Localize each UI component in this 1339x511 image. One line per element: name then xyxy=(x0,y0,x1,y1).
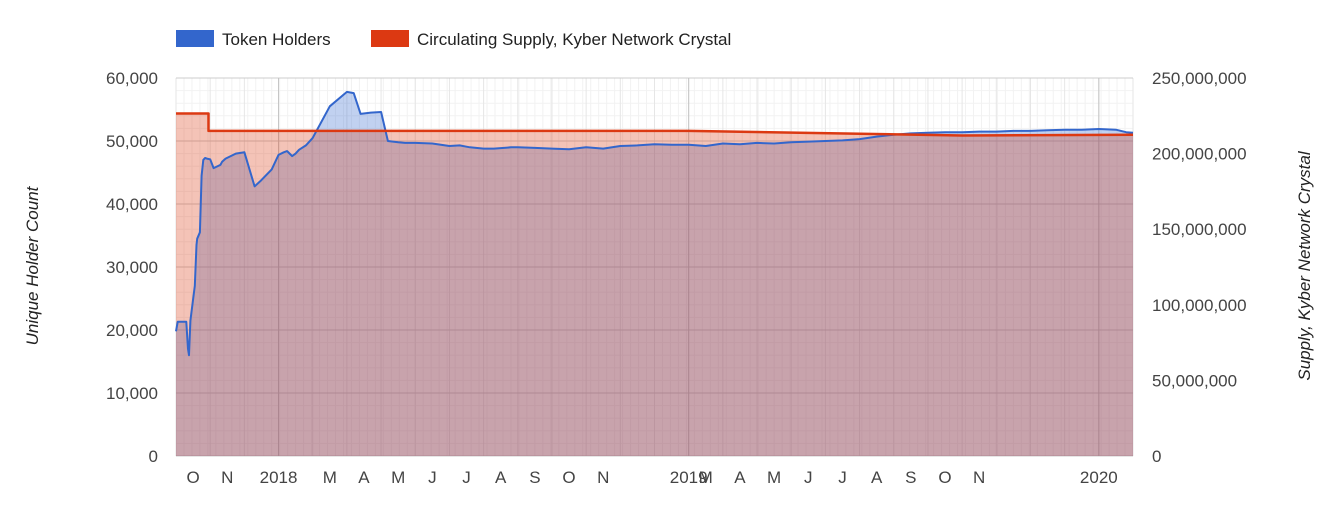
right-tick-label: 0 xyxy=(1152,447,1161,466)
left-tick-label: 0 xyxy=(149,447,158,466)
right-tick-label: 100,000,000 xyxy=(1152,296,1247,315)
x-tick-label: A xyxy=(871,468,883,487)
circulating-supply-line xyxy=(176,112,1134,137)
left-tick-label: 60,000 xyxy=(106,69,158,88)
x-tick-label: O xyxy=(938,468,951,487)
x-tick-label: S xyxy=(529,468,540,487)
left-tick-label: 20,000 xyxy=(106,321,158,340)
token-holders-area xyxy=(176,91,1133,457)
x-tick-label: 2018 xyxy=(260,468,298,487)
x-tick-label: 2019 xyxy=(670,468,708,487)
legend-label-circulating-supply: Circulating Supply, Kyber Network Crysta… xyxy=(417,30,731,49)
x-tick-label: M xyxy=(323,468,337,487)
left-tick-label: 50,000 xyxy=(106,132,158,151)
x-tick-label: A xyxy=(358,468,370,487)
left-tick-label: 40,000 xyxy=(106,195,158,214)
x-tick-label: 2020 xyxy=(1080,468,1118,487)
series-lines xyxy=(175,90,1134,357)
right-tick-label: 200,000,000 xyxy=(1152,145,1247,164)
x-tick-label: N xyxy=(973,468,985,487)
right-axis-title: Supply, Kyber Network Crystal xyxy=(1295,150,1314,380)
gridlines xyxy=(175,77,1134,457)
legend[interactable]: Token Holders Circulating Supply, Kyber N… xyxy=(176,30,731,49)
x-tick-label: O xyxy=(186,468,199,487)
legend-swatch-circulating-supply xyxy=(371,30,409,47)
x-tick-label: O xyxy=(562,468,575,487)
left-tick-label: 10,000 xyxy=(106,384,158,403)
right-tick-label: 150,000,000 xyxy=(1152,220,1247,239)
x-tick-label: J xyxy=(428,468,437,487)
x-tick-label: A xyxy=(495,468,507,487)
axes: 0 10,000 20,000 30,000 40,000 50,000 60,000 0 50… xyxy=(106,69,1247,487)
x-tick-label: J xyxy=(462,468,471,487)
left-axis-title: Unique Holder Count xyxy=(23,185,42,345)
x-tick-label: N xyxy=(597,468,609,487)
x-tick-label: M xyxy=(699,468,713,487)
right-tick-label: 50,000,000 xyxy=(1152,371,1237,390)
x-tick-label: A xyxy=(734,468,746,487)
circulating-supply-area xyxy=(176,113,1133,456)
left-tick-label: 30,000 xyxy=(106,258,158,277)
x-tick-label: J xyxy=(804,468,813,487)
right-tick-label: 250,000,000 xyxy=(1152,69,1247,88)
legend-swatch-token-holders xyxy=(176,30,214,47)
x-tick-label: N xyxy=(221,468,233,487)
x-tick-label: S xyxy=(905,468,916,487)
legend-label-token-holders: Token Holders xyxy=(222,30,331,49)
x-tick-label: M xyxy=(767,468,781,487)
series-areas xyxy=(176,91,1133,457)
x-tick-label: J xyxy=(838,468,847,487)
x-tick-label: M xyxy=(391,468,405,487)
